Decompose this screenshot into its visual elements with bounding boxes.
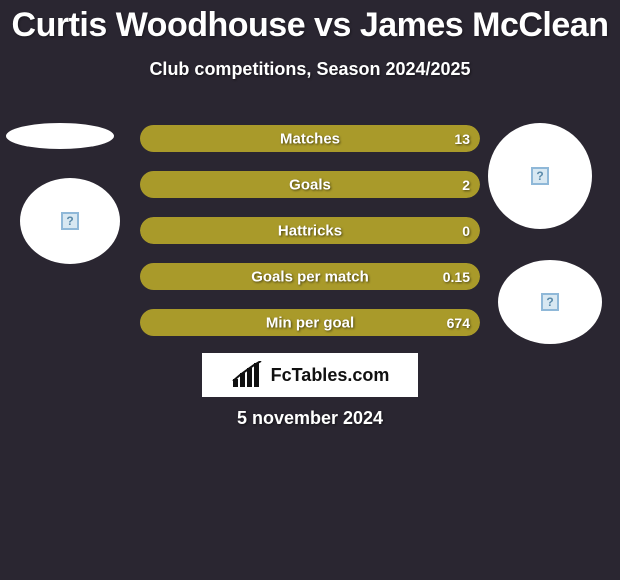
stat-value-right: 0.15 [443,269,470,285]
stat-value-right: 2 [462,177,470,193]
stat-row: Goals 2 [140,171,480,198]
stats-panel: Matches 13 Goals 2 Hattricks 0 Goals per match… [140,125,480,355]
page-title: Curtis Woodhouse vs James McClean [0,0,620,45]
stat-label: Goals [289,176,331,193]
stat-value-right: 13 [454,131,470,147]
stat-row: Matches 13 [140,125,480,152]
logo-text: FcTables.com [271,365,390,386]
stat-row: Min per goal 674 [140,309,480,336]
stat-value-right: 0 [462,223,470,239]
fctables-logo: FcTables.com [202,353,418,397]
placeholder-icon: ? [61,212,79,230]
right-circle-2: ? [498,260,602,344]
date-label: 5 november 2024 [0,408,620,429]
subtitle: Club competitions, Season 2024/2025 [0,59,620,80]
stat-label: Goals per match [251,268,369,285]
stat-row: Hattricks 0 [140,217,480,244]
stat-label: Matches [280,130,340,147]
stat-label: Hattricks [278,222,342,239]
left-ellipse [6,123,114,149]
right-circle-1: ? [488,123,592,229]
stat-row: Goals per match 0.15 [140,263,480,290]
placeholder-icon: ? [531,167,549,185]
left-circle: ? [20,178,120,264]
stat-value-right: 674 [447,315,470,331]
placeholder-icon: ? [541,293,559,311]
bars-icon [231,361,267,389]
stat-label: Min per goal [266,314,354,331]
